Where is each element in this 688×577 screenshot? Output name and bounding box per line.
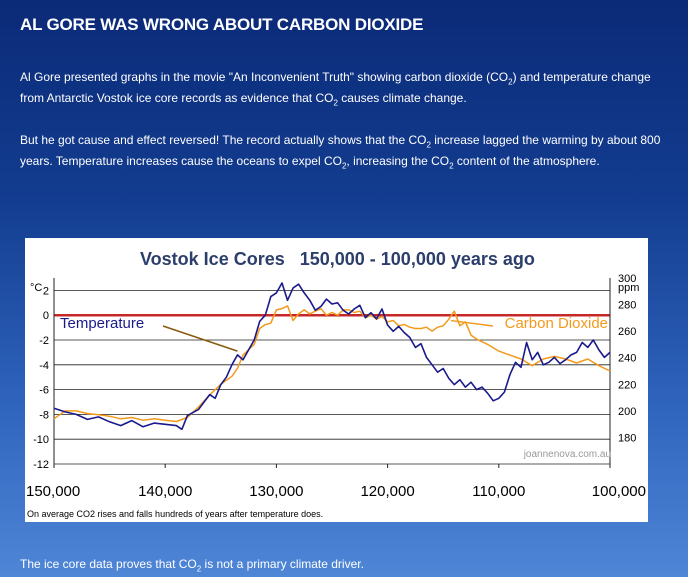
chart-caption: On average CO2 rises and falls hundreds … [27,509,323,519]
page-title: AL GORE WAS WRONG ABOUT CARBON DIOXIDE [20,15,424,34]
argument-text: , increasing the CO [346,154,450,169]
subscript: 2 [333,98,338,108]
carbon-dioxide-annotation: Carbon Dioxide [505,315,608,332]
y-left-tick-label: 0 [43,310,49,322]
carbon-dioxide-pointer [450,319,494,327]
y-right-tick-label: 200 [618,406,636,418]
argument-paragraph: But he got cause and effect reversed! Th… [20,132,675,175]
conclusion-part: The ice core data proves that CO [20,557,197,571]
intro-text: causes climate change. [337,91,467,106]
x-tick-label: 150,000 [26,483,80,500]
y-left-tick-label: -6 [39,385,49,397]
temperature-pointer [162,325,238,352]
x-tick-label: 110,000 [472,483,525,500]
subscript: 2 [341,161,347,171]
right-axis-unit: ppm [618,282,639,294]
argument-text: But he got cause and effect reversed! Th… [20,133,427,147]
chart-title: Vostok Ice Cores 150,000 - 100,000 years… [140,249,535,269]
y-right-tick-label: 220 [618,379,636,391]
series-lines [53,282,611,431]
temperature-annotation: Temperature [60,315,144,332]
series-annotations: Temperature Carbon Dioxide [60,315,608,352]
subscript: 2 [449,161,454,171]
y-right-tick-label: 180 [618,432,636,444]
vostok-chart: Vostok Ice Cores 150,000 - 100,000 years… [25,238,648,522]
subscript: 2 [508,77,513,87]
conclusion-part: is not a primary climate driver. [201,557,364,571]
axis-ticks: 2 0 -2 -4 -6 -8 -10 -12 300 280 260 240 220 200 180 150… [26,273,646,500]
temperature-line [53,282,611,431]
chart-svg: Vostok Ice Cores 150,000 - 100,000 years… [26,249,646,519]
subscript: 2 [426,140,431,150]
x-tick-label: 100,000 [592,483,646,500]
y-right-tick-label: 240 [618,353,636,365]
y-left-tick-label: -8 [39,409,49,421]
argument-text: content of the atmosphere. [453,154,600,169]
y-left-tick-label: -12 [33,459,49,471]
argument-text: increase lagged the warming by about 800… [20,133,661,169]
intro-text: Al Gore presented graphs in the movie "A… [20,70,509,84]
y-left-tick-label: -2 [39,335,49,347]
y-left-tick-label: -10 [33,434,49,446]
grid-lines [53,278,611,465]
intro-text: ) and temperature change from Antarctic … [20,70,651,106]
y-left-tick-label: 2 [43,285,49,297]
y-right-tick-label: 260 [618,326,636,338]
y-right-tick-label: 280 [618,300,636,312]
subscript: 2 [196,564,202,574]
left-axis-unit: °C [30,282,42,294]
conclusion-text: The ice core data proves that CO2 is not… [20,556,675,577]
intro-paragraph: Al Gore presented graphs in the movie "A… [20,69,675,112]
x-tick-label: 120,000 [360,483,414,500]
y-left-tick-label: -4 [39,360,49,372]
y-right-tick-label: 300 [618,273,636,285]
x-tick-label: 130,000 [249,483,303,500]
watermark-text: joannenova.com.au [523,449,611,460]
x-tick-label: 140,000 [138,483,192,500]
